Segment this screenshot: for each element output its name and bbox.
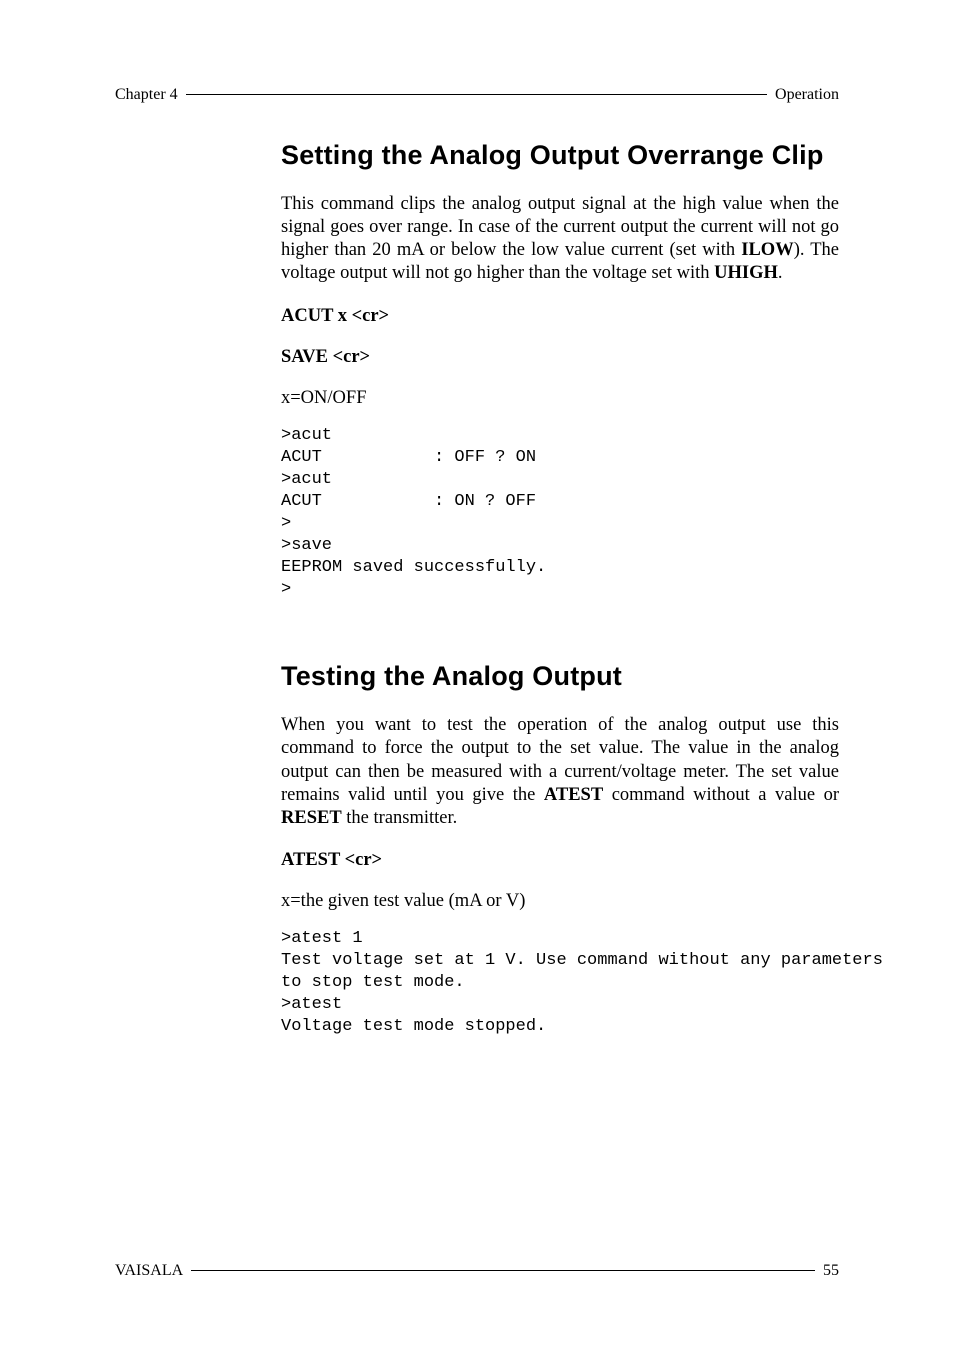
section2-paragraph: When you want to test the operation of t… — [281, 714, 839, 830]
section1-command-acut: ACUT x <cr> — [281, 306, 839, 327]
page-footer: VAISALA 55 — [115, 1262, 839, 1280]
section2-code-block: >atest 1 Test voltage set at 1 V. Use co… — [281, 928, 839, 1038]
header-chapter: Chapter 4 — [115, 86, 178, 104]
footer-rule — [191, 1270, 815, 1271]
section1-param: x=ON/OFF — [281, 388, 839, 409]
page-content: Setting the Analog Output Overrange Clip… — [115, 140, 839, 1038]
section1-command-save: SAVE <cr> — [281, 347, 839, 368]
section1-code-block: >acut ACUT : OFF ? ON >acut ACUT : ON ? … — [281, 425, 839, 602]
section1-heading: Setting the Analog Output Overrange Clip — [281, 140, 839, 171]
header-section: Operation — [775, 86, 839, 104]
footer-page-number: 55 — [823, 1262, 839, 1280]
section1-paragraph: This command clips the analog output sig… — [281, 193, 839, 286]
footer-brand: VAISALA — [115, 1262, 183, 1280]
page-header: Chapter 4 Operation — [115, 86, 839, 104]
section2-heading: Testing the Analog Output — [281, 661, 839, 692]
section2-command-atest: ATEST <cr> — [281, 850, 839, 871]
header-rule — [186, 94, 767, 95]
section2-param: x=the given test value (mA or V) — [281, 891, 839, 912]
